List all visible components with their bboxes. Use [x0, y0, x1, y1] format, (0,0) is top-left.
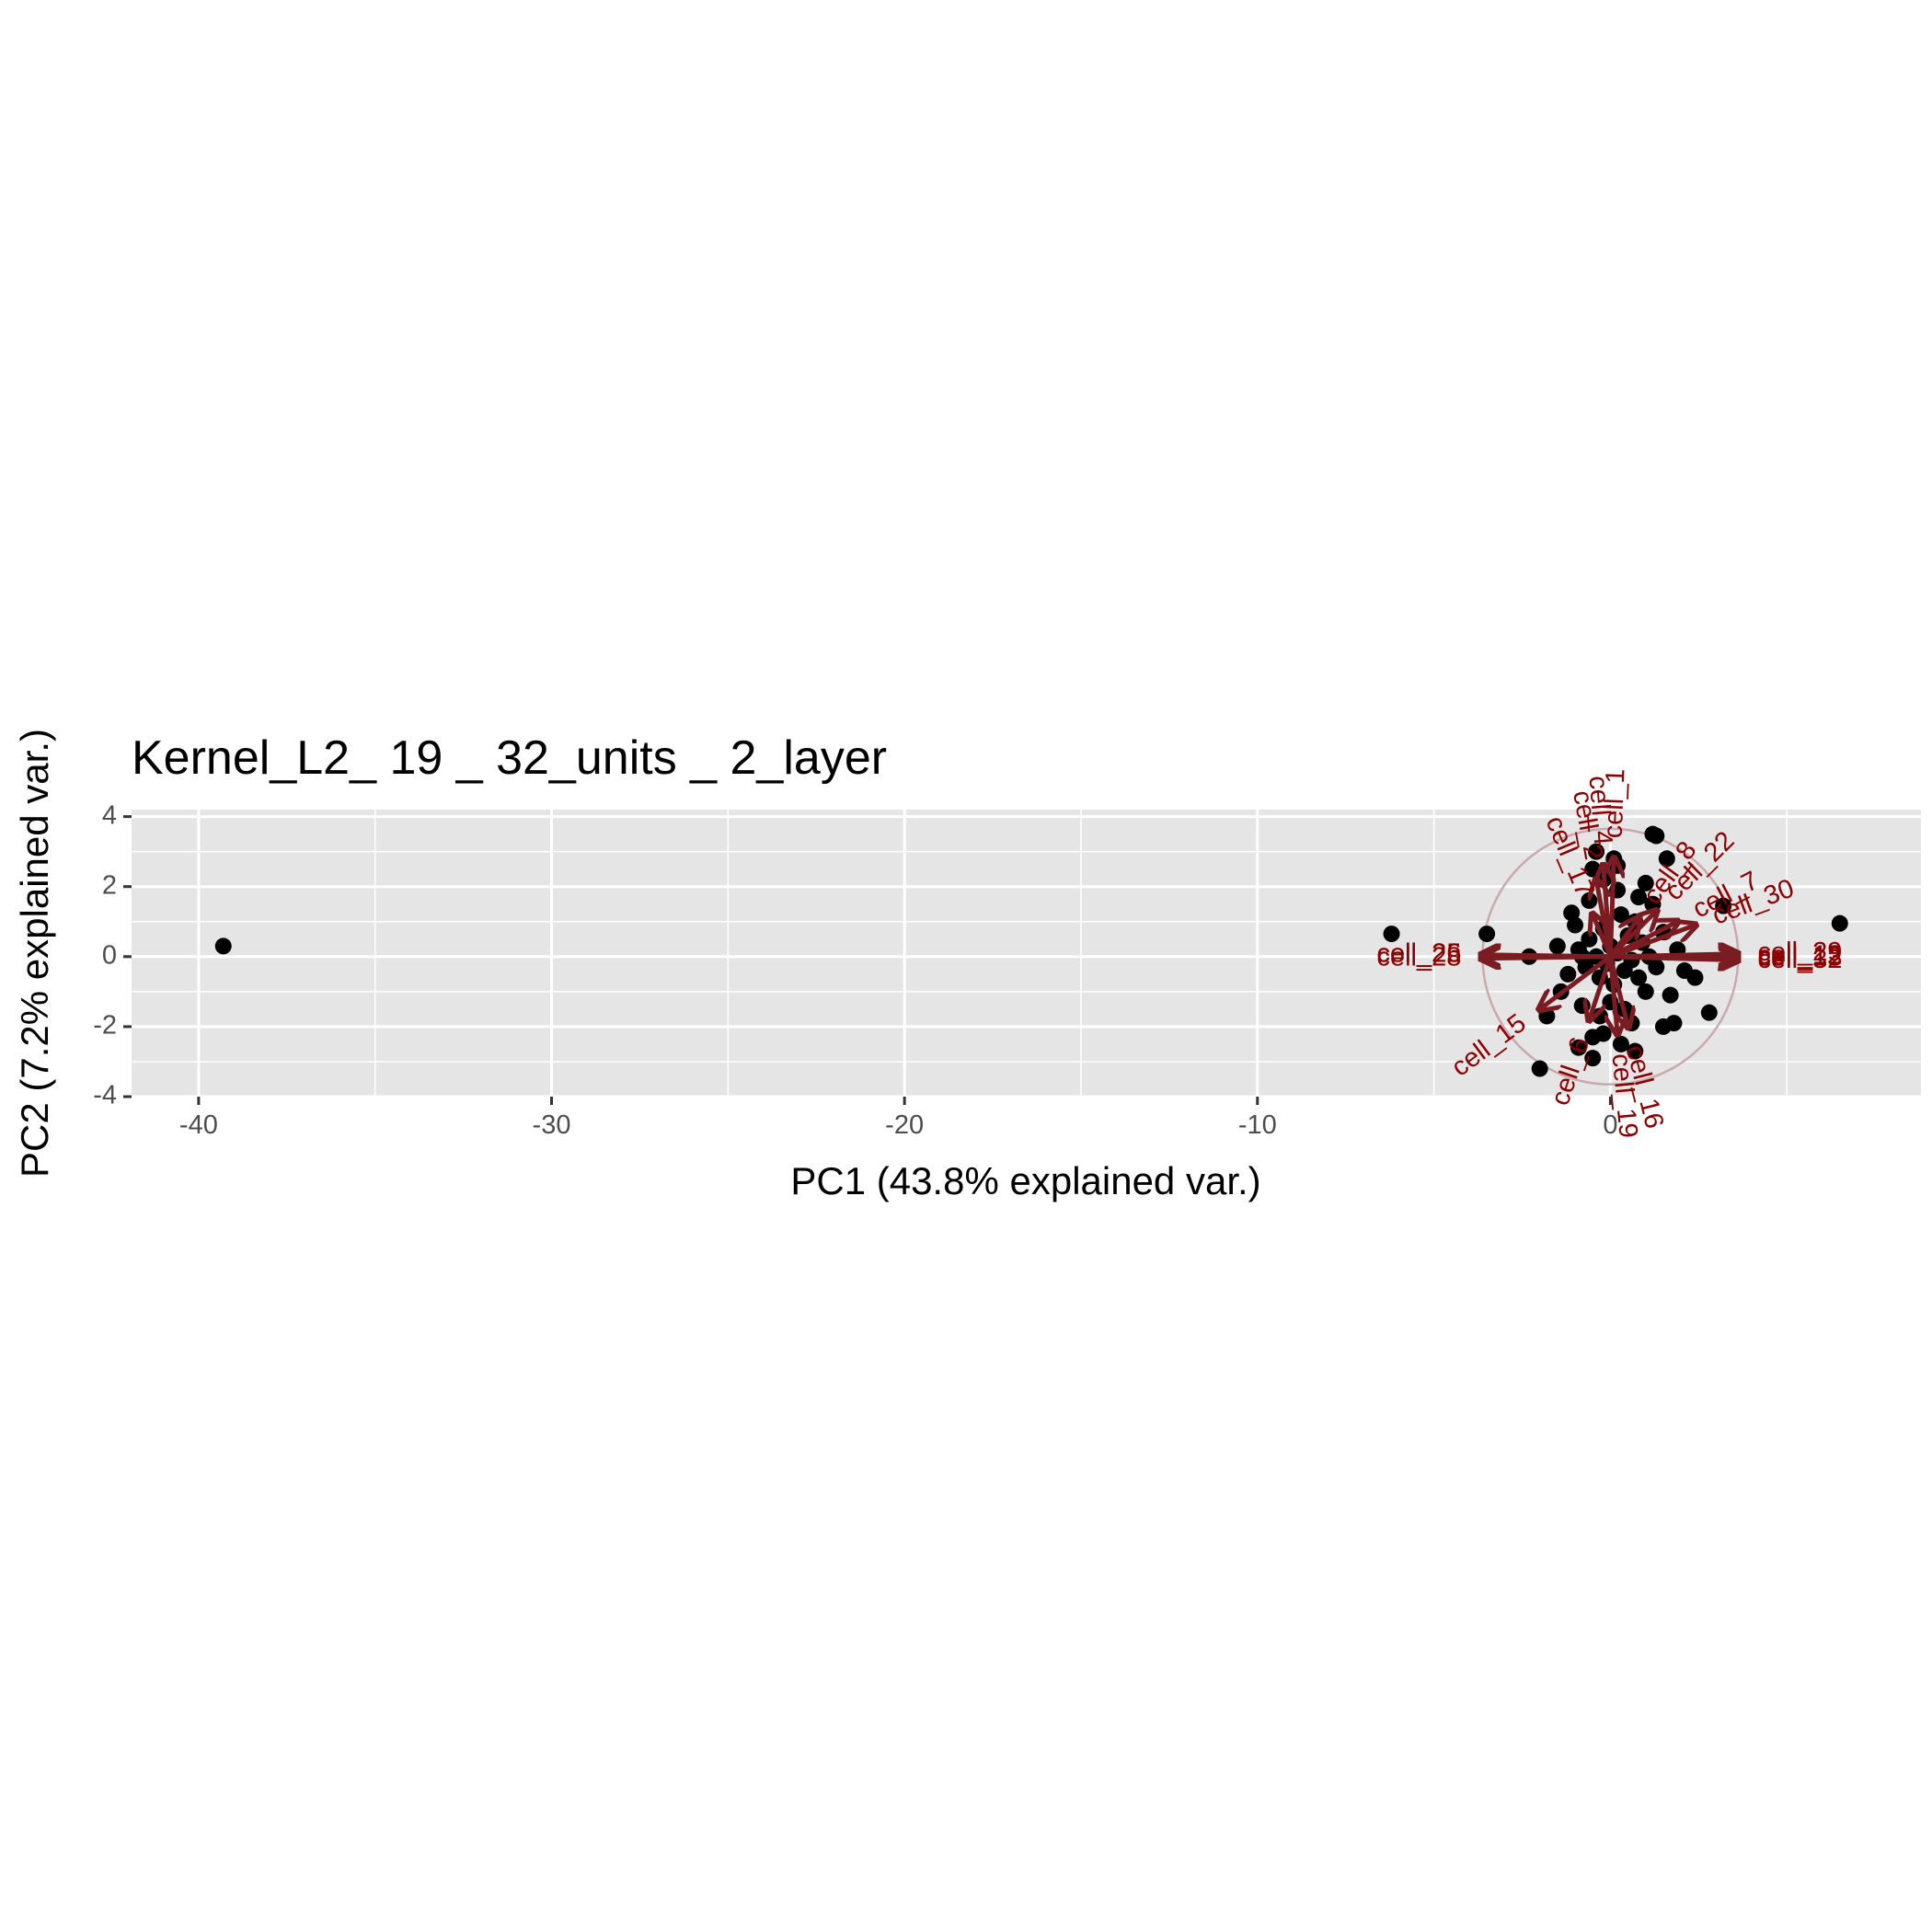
data-point — [1548, 937, 1566, 955]
data-point — [1573, 997, 1591, 1015]
loading-label: cell_26 — [1376, 938, 1461, 968]
x-tick-label: 0 — [1603, 1110, 1617, 1140]
loading-arrow — [1610, 956, 1617, 1034]
data-point — [1637, 874, 1654, 891]
data-point — [1648, 959, 1665, 976]
y-axis-title: PC2 (7.2% explained var.) — [13, 729, 56, 1178]
data-point — [1570, 1039, 1587, 1056]
data-point — [1588, 843, 1605, 860]
data-point — [1531, 1060, 1548, 1077]
loading-arrow — [1610, 858, 1614, 957]
data-point — [1584, 1050, 1602, 1067]
data-point — [1648, 827, 1665, 845]
data-point — [1383, 926, 1400, 943]
data-point — [1594, 1025, 1612, 1042]
data-point — [1612, 906, 1629, 924]
data-point — [1831, 914, 1848, 932]
loading-arrow — [1540, 954, 1612, 1009]
data-point — [1715, 897, 1732, 914]
x-tick-label: -40 — [179, 1110, 218, 1140]
loading-arrow — [1589, 956, 1613, 1019]
data-point — [1581, 930, 1598, 948]
loading-arrow — [1608, 918, 1639, 959]
y-axis: -4 -2 0 2 4 — [93, 800, 132, 1110]
data-point — [1637, 983, 1654, 1000]
loading-vectors — [1481, 858, 1737, 1033]
data-point — [1700, 1004, 1718, 1021]
loading-label: cell_12 — [1758, 940, 1843, 970]
loading-label: cell_29 — [1758, 937, 1843, 967]
data-point — [1658, 850, 1675, 868]
data-point — [1686, 969, 1704, 986]
x-tick-label: -30 — [533, 1110, 571, 1140]
x-axis: -40 -30 -20 -10 0 — [179, 1097, 1617, 1140]
data-point — [1627, 1042, 1644, 1060]
x-tick-label: -10 — [1238, 1110, 1277, 1140]
loading-label: cell_4 — [1583, 775, 1618, 846]
data-point — [1630, 969, 1648, 986]
data-point — [1665, 1015, 1683, 1032]
loading-label: cell_25 — [1376, 938, 1461, 968]
y-tick-label: 4 — [102, 800, 117, 830]
data-point — [1478, 926, 1496, 943]
y-tick-label: -4 — [93, 1081, 117, 1110]
data-point — [214, 937, 232, 955]
x-tick-label: -20 — [885, 1110, 924, 1140]
chart-title: Kernel_L2_ 19 _ 32_units _ 2_layer — [132, 731, 887, 785]
loading-arrow — [1481, 957, 1611, 959]
loading-label: cell_32 — [1758, 945, 1843, 974]
loading-arrow — [1609, 922, 1677, 960]
loading-arrow — [1610, 957, 1737, 960]
loading-label: cell_1 — [1599, 768, 1631, 839]
loading-label: cell_13 — [1758, 943, 1843, 972]
data-point — [1612, 1035, 1629, 1052]
x-axis-title: PC1 (43.8% explained var.) — [790, 1159, 1260, 1202]
y-tick-label: 2 — [102, 870, 117, 900]
y-tick-label: 0 — [102, 940, 117, 970]
data-point — [1630, 889, 1648, 906]
data-point — [1567, 916, 1584, 934]
y-tick-label: -2 — [93, 1011, 117, 1041]
data-point — [1662, 986, 1679, 1004]
data-point — [1559, 965, 1577, 983]
loading-label: cell_28 — [1376, 943, 1461, 972]
